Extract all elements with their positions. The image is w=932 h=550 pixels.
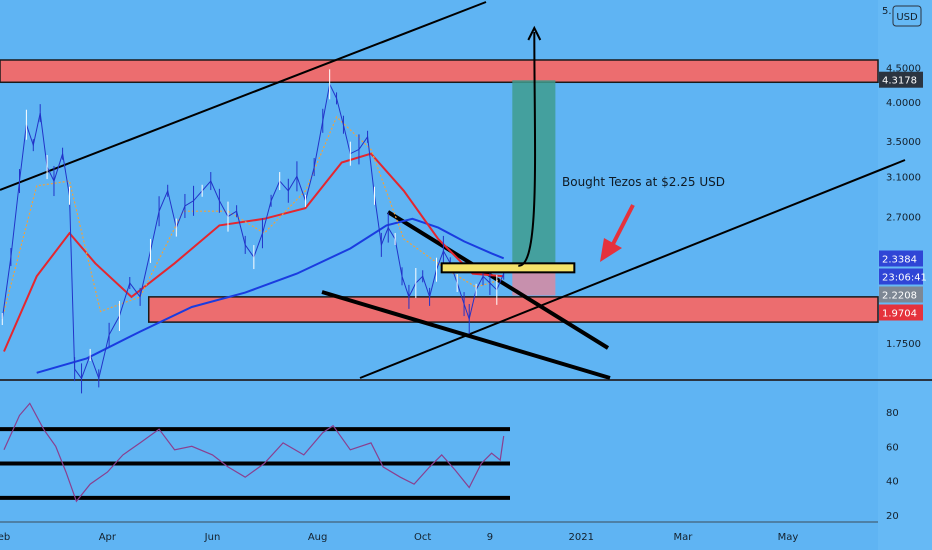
rsi-tick-label: 60 — [886, 442, 899, 453]
price-badge-label: 2.2208 — [882, 291, 917, 302]
time-tick-label: eb — [0, 532, 10, 543]
time-tick-label: Jun — [204, 532, 221, 543]
price-tick-label: 4.5000 — [886, 64, 921, 75]
price-tick-label: 2.7000 — [886, 213, 921, 224]
price-tick-label: 1.7500 — [886, 339, 921, 350]
price-badge[interactable]: 2.3384 — [879, 250, 923, 267]
support-zone[interactable] — [147, 296, 879, 323]
price-badge-bg — [879, 71, 923, 88]
time-tick-label: Oct — [414, 532, 431, 543]
entry-zone[interactable] — [440, 262, 576, 274]
price-axis-top-label: 5. — [882, 6, 892, 17]
time-tick-label: 2021 — [569, 532, 594, 543]
price-badge-bg — [879, 250, 923, 267]
time-tick-label: 9 — [487, 532, 493, 543]
wedge-lower-line[interactable] — [321, 290, 611, 380]
time-tick-label: Aug — [308, 532, 328, 543]
price-tick-label: 3.5000 — [886, 137, 921, 148]
annotation-text: Bought Tezos at $2.25 USD — [562, 175, 725, 189]
pointer-arrowhead — [600, 238, 622, 262]
rsi-line — [3, 402, 505, 503]
price-badge-label: 2.3384 — [882, 255, 917, 266]
wedge-upper-line[interactable] — [386, 210, 610, 350]
rising-trendline-top[interactable] — [0, 1, 487, 191]
price-badge[interactable]: 4.3178 — [879, 71, 923, 88]
price-tick-label: 3.1000 — [886, 172, 921, 183]
time-tick-label: Mar — [673, 532, 693, 543]
currency-label: USD — [896, 12, 918, 23]
price-badge[interactable]: 1.9704 — [879, 304, 923, 321]
price-badge-bg — [879, 268, 923, 285]
price-badge[interactable]: 2.2208 — [879, 286, 923, 303]
rsi-tick-label: 80 — [886, 408, 899, 419]
moving-average-mid — [3, 152, 504, 352]
resistance-zone[interactable] — [0, 59, 879, 84]
projection-arrow — [518, 31, 537, 267]
pointer-arrow — [610, 204, 635, 247]
price-badge-label: 1.9704 — [882, 309, 917, 320]
time-tick-label: May — [778, 532, 799, 543]
moving-average-slow — [36, 217, 505, 374]
rising-trendline-bottom[interactable] — [359, 159, 906, 379]
price-badge-bg — [879, 304, 923, 321]
time-tick-label: Apr — [99, 532, 117, 543]
projection-arrowhead — [527, 25, 542, 41]
rsi-tick-label: 40 — [886, 477, 899, 488]
price-badge-label: 23:06:41 — [882, 273, 927, 284]
price-badge[interactable]: 23:06:41 — [879, 268, 927, 285]
price-tick-label: 4.0000 — [886, 98, 921, 109]
price-badge-bg — [879, 286, 923, 303]
rsi-tick-label: 20 — [886, 511, 899, 522]
currency-badge[interactable]: USD — [892, 5, 922, 27]
price-badge-label: 4.3178 — [882, 76, 917, 87]
